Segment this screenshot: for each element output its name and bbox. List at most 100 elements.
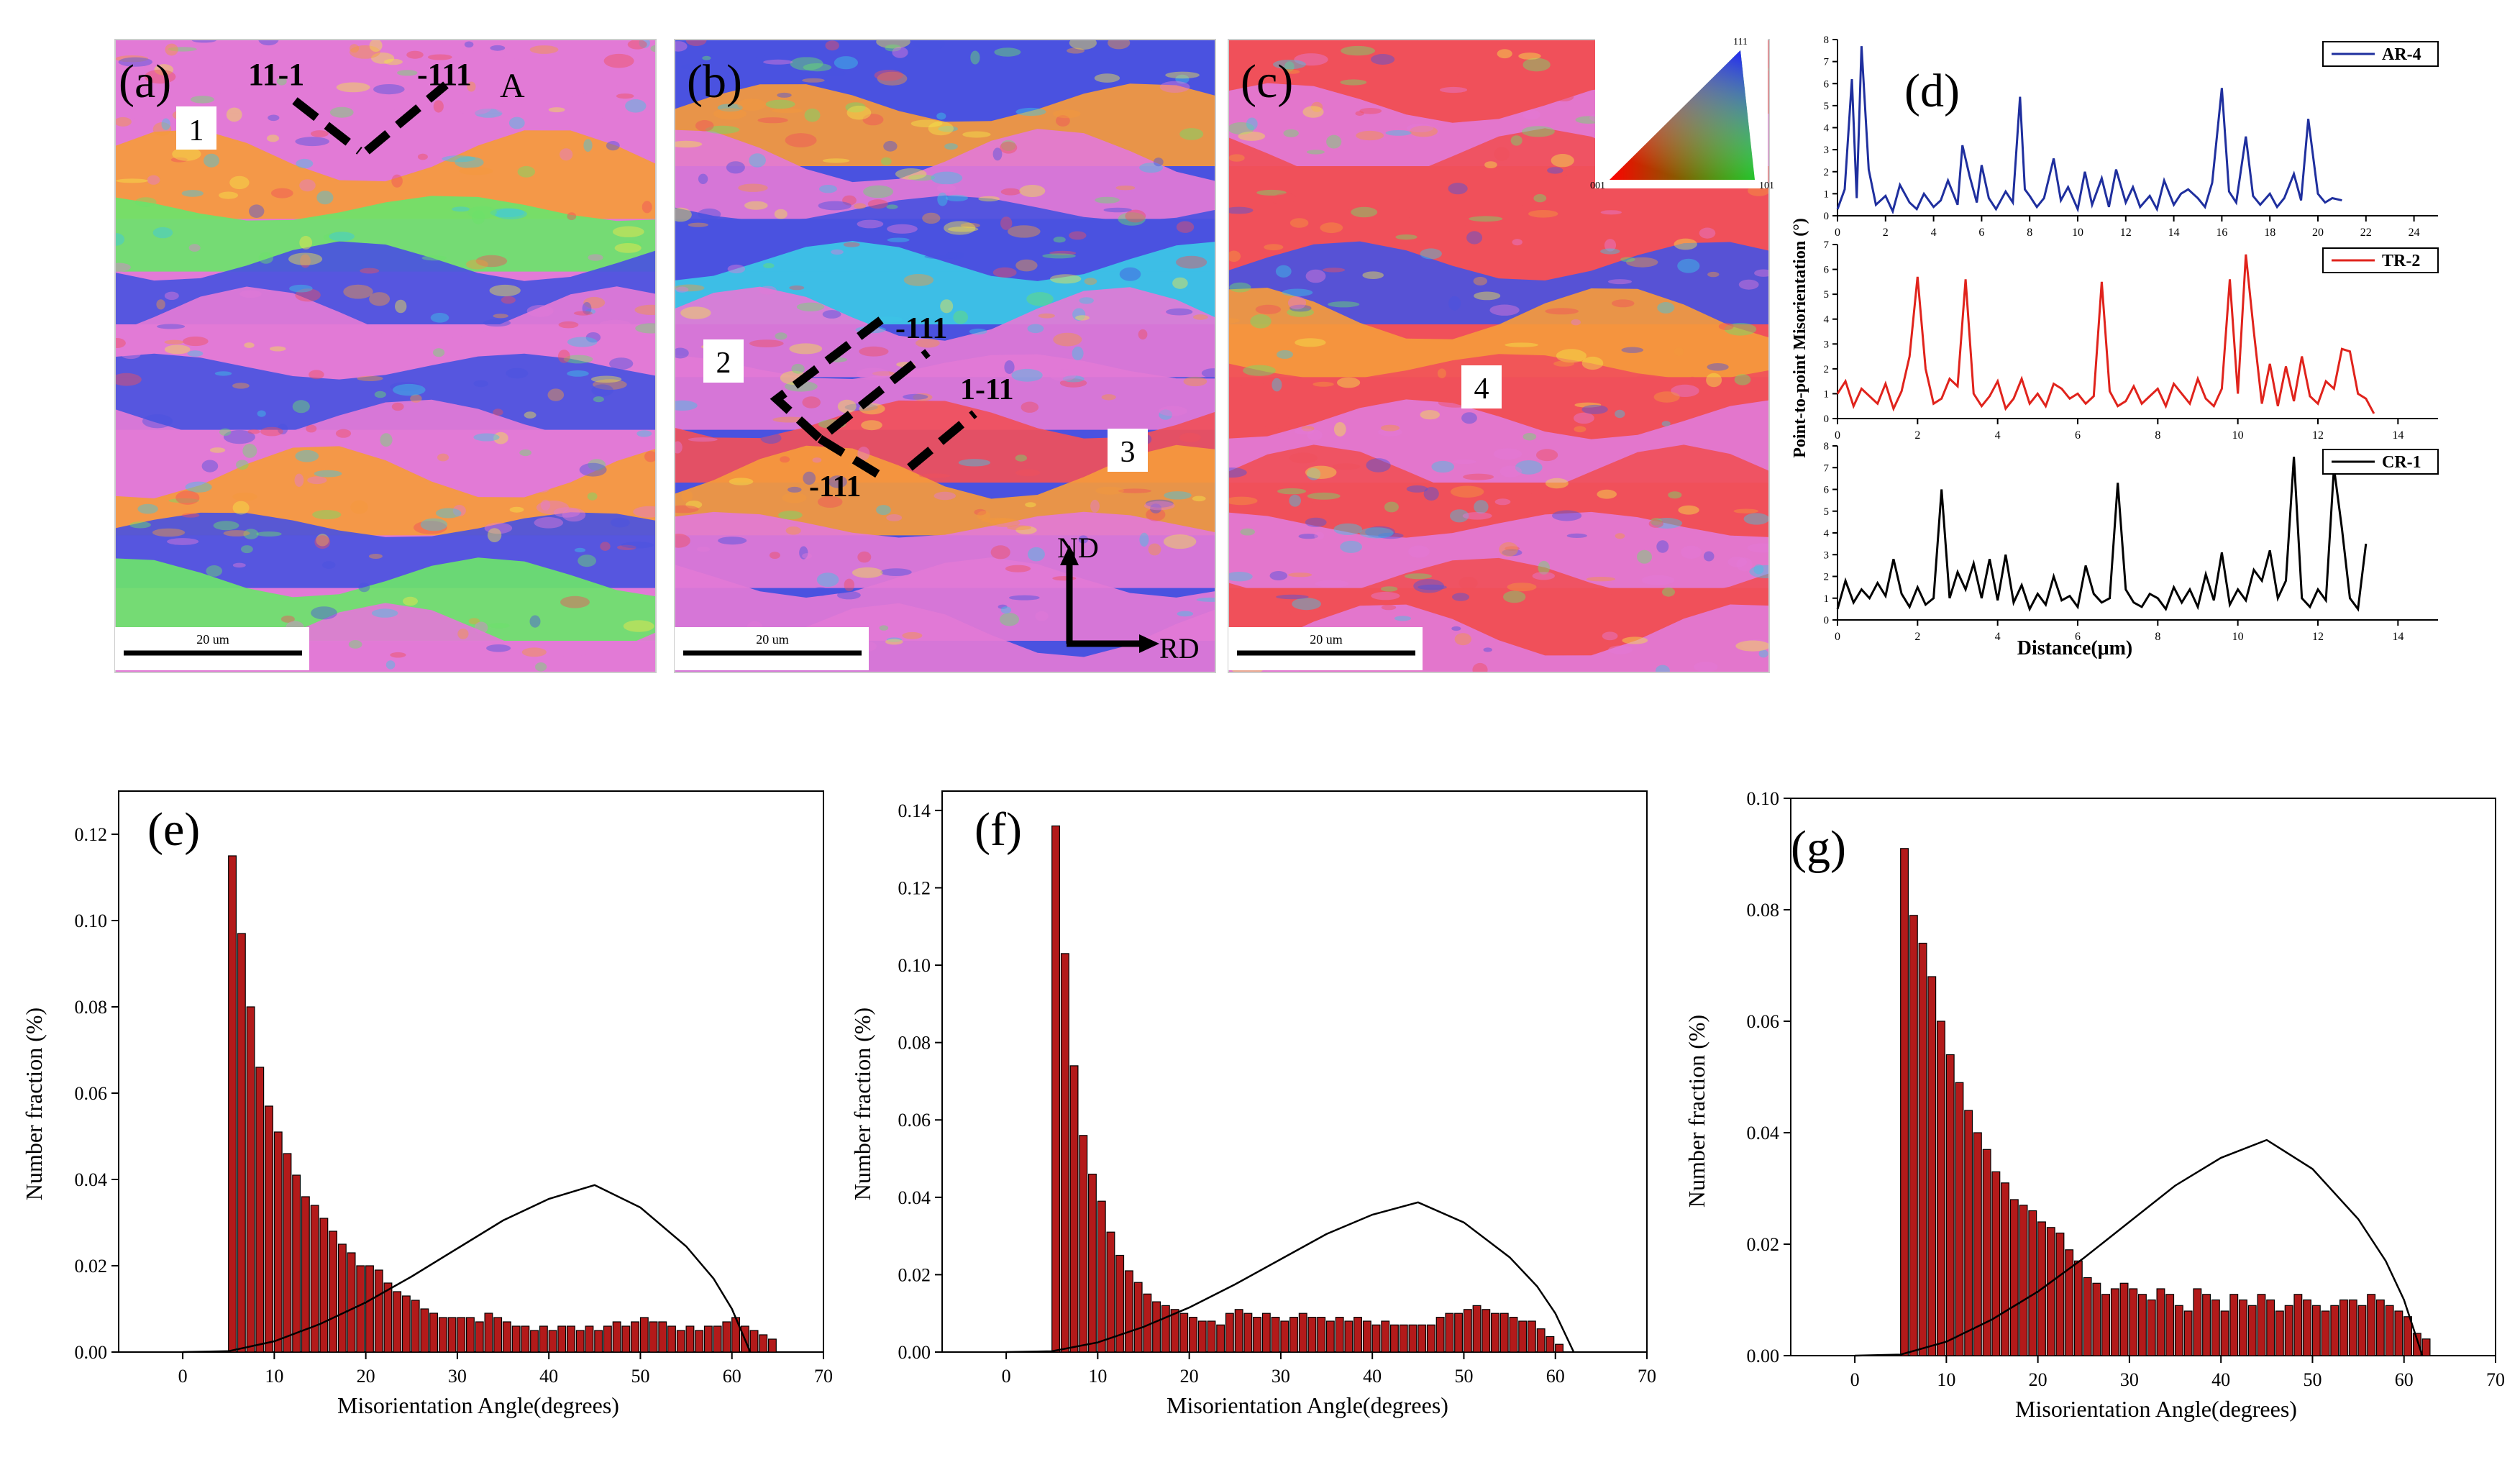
map-b-grain bbox=[885, 44, 901, 52]
profile-y-tick-label: 0 bbox=[1824, 414, 1830, 425]
map-a-grain bbox=[249, 204, 265, 219]
map-b-grain bbox=[822, 310, 841, 319]
map-b-grain bbox=[883, 140, 898, 152]
map-b-grain bbox=[946, 194, 968, 201]
hist-bar bbox=[1069, 1065, 1079, 1353]
map-c-grain bbox=[1749, 565, 1769, 579]
map-a-grain bbox=[506, 368, 529, 379]
map-c-grain bbox=[1463, 473, 1494, 480]
map-c-grain bbox=[1552, 510, 1582, 521]
map-a-frame bbox=[114, 39, 657, 673]
map-c-grain bbox=[1272, 378, 1282, 392]
map-b-grain bbox=[1179, 128, 1204, 140]
map-b-grain bbox=[857, 551, 872, 563]
map-a-grain bbox=[371, 52, 395, 64]
map-a-grain bbox=[175, 490, 200, 505]
hist-bar bbox=[2303, 1299, 2311, 1356]
map-a-grain bbox=[473, 433, 500, 442]
hist-bar bbox=[1435, 1316, 1445, 1353]
hist-bar bbox=[2202, 1294, 2211, 1356]
map-a-grain bbox=[243, 529, 259, 539]
map-c-grain bbox=[1410, 125, 1438, 137]
map-c-grain bbox=[1423, 487, 1439, 501]
map-b-grain bbox=[1183, 376, 1208, 387]
hist-bar bbox=[1161, 1305, 1170, 1353]
map-a-grain bbox=[639, 40, 650, 48]
map-c-grain bbox=[1483, 647, 1492, 652]
map-b-grain bbox=[775, 332, 788, 340]
hist-e-panel-label: (e) bbox=[147, 803, 200, 856]
map-b-grain bbox=[933, 491, 957, 501]
hist-x-tick-label: 40 bbox=[2211, 1369, 2230, 1390]
map-c-grain bbox=[1380, 424, 1400, 432]
map-c-grain bbox=[1758, 649, 1768, 658]
map-c-grain bbox=[1240, 528, 1255, 536]
hist-bar bbox=[1445, 1312, 1454, 1353]
hist-bar bbox=[2174, 1305, 2183, 1356]
hist-y-tick-label: 0.10 bbox=[75, 910, 108, 931]
map-a-grain bbox=[442, 155, 475, 163]
map-b-grain bbox=[1053, 237, 1066, 243]
hist-bar bbox=[2266, 1299, 2275, 1356]
profile-line-ar-4 bbox=[1836, 46, 2342, 215]
map-b-grain bbox=[892, 46, 908, 58]
map-b-grain bbox=[737, 99, 767, 111]
map-c-grain bbox=[1600, 248, 1620, 255]
map-a-grain bbox=[269, 346, 286, 352]
map-b-grain bbox=[992, 147, 1003, 161]
hist-bar bbox=[2284, 1305, 2293, 1356]
map-b-grain bbox=[1145, 499, 1174, 508]
map-a-grain bbox=[548, 107, 565, 113]
profile-line-cr-1 bbox=[1836, 457, 2368, 612]
profile-x-tick-label: 0 bbox=[1835, 227, 1840, 239]
hist-bar bbox=[1133, 1282, 1143, 1353]
map-c-grain bbox=[1359, 108, 1382, 114]
map-c-grain bbox=[1502, 549, 1522, 557]
map-c-grain bbox=[1551, 154, 1574, 168]
map-a-grain bbox=[348, 640, 362, 649]
hist-bar bbox=[1918, 942, 1927, 1356]
profile-y-tick-label: 5 bbox=[1824, 289, 1830, 301]
hist-bar bbox=[383, 1282, 393, 1353]
map-b-grain bbox=[757, 117, 788, 124]
map-a-grain bbox=[314, 535, 331, 549]
hist-y-tick-label: 0.12 bbox=[898, 877, 931, 898]
hist-bar bbox=[695, 1330, 704, 1353]
map-b-grain bbox=[695, 120, 714, 132]
hist-bar bbox=[676, 1330, 685, 1353]
map-a-grain bbox=[294, 473, 304, 487]
map-c-grain bbox=[1474, 291, 1501, 301]
map-b-grain bbox=[937, 192, 948, 206]
map-c-frame bbox=[1228, 39, 1770, 673]
profile-x-tick-label: 6 bbox=[1978, 227, 1984, 239]
ipf-legend-label-left: 001 bbox=[1590, 181, 1605, 191]
map-a-grain bbox=[621, 240, 642, 250]
map-a-grain bbox=[323, 232, 353, 242]
map-a-grain bbox=[588, 459, 606, 471]
map-b-grain bbox=[1027, 324, 1044, 334]
hist-bar bbox=[1097, 1200, 1106, 1353]
map-c-grain bbox=[1653, 391, 1680, 403]
map-b-grain bbox=[831, 249, 844, 255]
map-a-grain bbox=[596, 108, 624, 119]
map-a-grain bbox=[144, 69, 176, 84]
map-b-grain bbox=[1008, 595, 1040, 601]
profile-x-tick-label: 18 bbox=[2264, 227, 2275, 239]
map-a-grain bbox=[475, 109, 503, 118]
map-c-grain bbox=[1381, 604, 1397, 611]
map-b-grain bbox=[918, 473, 951, 478]
hist-bar bbox=[1399, 1324, 1408, 1353]
profile-x-tick-label: 14 bbox=[2392, 429, 2403, 442]
map-c-grain bbox=[1505, 546, 1520, 551]
map-a-grain bbox=[383, 58, 403, 65]
map-c-grain bbox=[1499, 542, 1518, 557]
map-b-grain bbox=[675, 284, 705, 292]
map-a-grain bbox=[536, 501, 570, 515]
map-c-grain bbox=[1394, 616, 1411, 621]
map-c-grain bbox=[1243, 365, 1276, 376]
hist-x-tick-label: 60 bbox=[2395, 1369, 2414, 1390]
hist-bar bbox=[1362, 1320, 1371, 1353]
hist-bar bbox=[1463, 1309, 1472, 1353]
